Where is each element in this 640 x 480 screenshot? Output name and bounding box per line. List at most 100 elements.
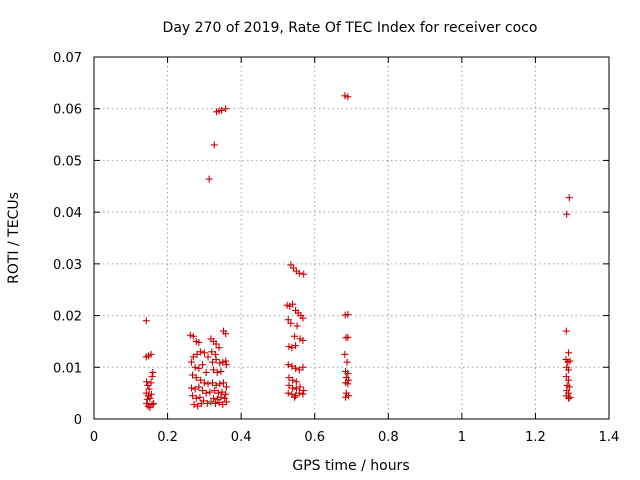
data-point	[222, 357, 230, 365]
data-point	[187, 384, 195, 392]
data-point	[199, 361, 207, 369]
data-point	[565, 349, 573, 357]
data-point	[202, 368, 210, 376]
data-point	[287, 319, 295, 327]
data-point	[344, 333, 352, 341]
y-axis-label: ROTI / TECUs	[6, 192, 22, 284]
data-point	[565, 376, 573, 384]
data-point	[192, 394, 200, 402]
data-point	[299, 363, 307, 371]
data-point	[187, 358, 195, 366]
data-point	[292, 364, 300, 372]
y-tick-label: 0.02	[53, 310, 82, 325]
data-point	[142, 317, 150, 325]
data-point	[199, 387, 207, 395]
data-point	[288, 362, 296, 370]
x-tick-label: 1.4	[599, 430, 620, 445]
x-tick-label: 0.6	[304, 430, 325, 445]
data-point	[289, 376, 297, 384]
data-point	[189, 392, 197, 400]
data-point	[566, 393, 574, 401]
plot-frame	[93, 56, 610, 420]
x-tick-label: 1.2	[525, 430, 546, 445]
data-point	[300, 387, 308, 395]
data-point	[296, 383, 304, 391]
data-point	[189, 371, 197, 379]
x-tick-label: 0.4	[231, 430, 252, 445]
data-point	[149, 368, 157, 376]
data-point	[195, 364, 203, 372]
data-point	[204, 353, 212, 361]
data-point	[215, 398, 223, 406]
data-point	[289, 300, 297, 308]
data-point	[292, 342, 300, 350]
data-point	[343, 358, 351, 366]
data-point	[200, 349, 208, 357]
x-axis-label: GPS time / hours	[292, 458, 409, 474]
chart-title: Day 270 of 2019, Rate Of TEC Index for r…	[163, 20, 538, 36]
data-point	[285, 343, 293, 351]
data-point	[295, 389, 303, 397]
data-point	[216, 380, 224, 388]
data-point	[292, 378, 300, 386]
data-point	[222, 383, 230, 391]
data-point	[148, 401, 156, 409]
data-point	[207, 398, 215, 406]
x-tick-label: 0.8	[378, 430, 399, 445]
data-point	[562, 327, 570, 335]
x-tick-label: 0.2	[157, 430, 178, 445]
data-point	[218, 106, 226, 114]
data-point	[342, 393, 350, 401]
data-point	[189, 353, 197, 361]
point-layer	[142, 92, 574, 412]
data-point	[345, 392, 353, 400]
data-point	[203, 399, 211, 407]
data-point	[194, 402, 202, 410]
data-point	[208, 379, 216, 387]
data-point	[565, 366, 573, 374]
data-point	[222, 398, 230, 406]
data-point	[292, 385, 300, 393]
data-point	[205, 175, 213, 183]
data-point	[191, 385, 199, 393]
data-point	[222, 361, 230, 369]
data-point	[150, 399, 158, 407]
y-tick-label: 0.04	[53, 206, 82, 221]
data-point	[210, 394, 218, 402]
data-point	[211, 350, 219, 358]
data-point	[290, 332, 298, 340]
data-point	[344, 380, 352, 388]
data-point	[211, 399, 219, 407]
tick-layer: 0 0.2 0.4 0.6 0.8 1 1.2 1.4 0 0.01 0.02 0.03 0.04 0.0…	[53, 51, 619, 445]
data-point	[210, 141, 218, 149]
data-point	[295, 366, 303, 374]
data-point	[219, 379, 227, 387]
data-point	[210, 366, 218, 374]
data-point	[212, 340, 220, 348]
data-point	[565, 194, 573, 202]
data-point	[284, 316, 292, 324]
data-point	[202, 389, 210, 397]
data-point	[344, 93, 352, 101]
data-point	[289, 264, 297, 272]
data-point	[196, 393, 204, 401]
data-point	[284, 361, 292, 369]
data-point	[186, 331, 194, 339]
data-point	[189, 332, 197, 340]
y-tick-label: 0.01	[53, 361, 82, 376]
data-point	[288, 344, 296, 352]
data-point	[208, 348, 216, 356]
data-point	[148, 373, 156, 381]
data-point	[285, 374, 293, 382]
data-point	[143, 395, 151, 403]
data-point	[193, 350, 201, 358]
data-point	[221, 394, 229, 402]
data-point	[222, 105, 230, 113]
data-point	[341, 92, 349, 100]
data-point	[300, 270, 308, 278]
data-point	[284, 389, 292, 397]
data-point	[344, 311, 352, 319]
data-point	[204, 380, 212, 388]
